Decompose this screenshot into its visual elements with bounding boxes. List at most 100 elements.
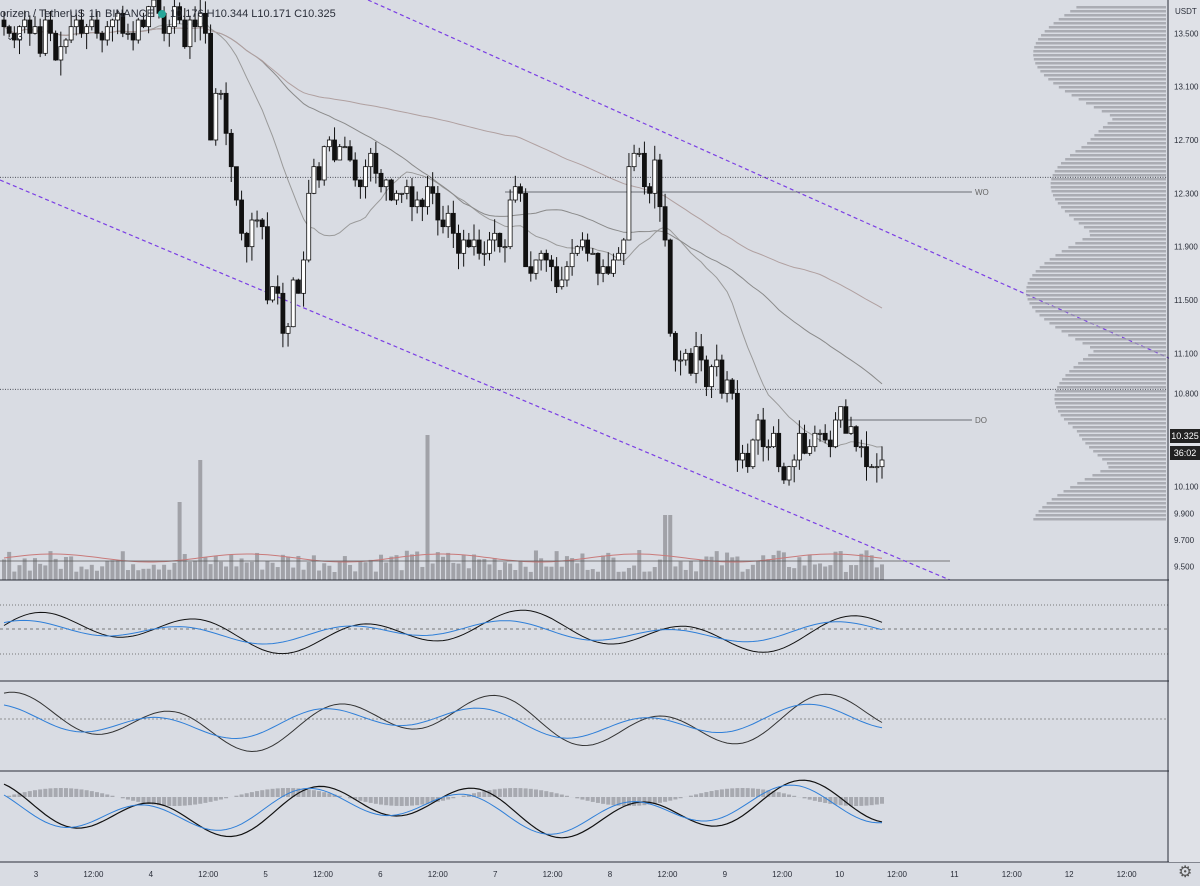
candle[interactable] [337, 144, 343, 161]
candle[interactable] [259, 217, 265, 240]
candle[interactable] [135, 17, 141, 44]
candle[interactable] [399, 192, 405, 203]
candle[interactable] [678, 350, 683, 376]
candle[interactable] [264, 212, 270, 305]
candle[interactable] [58, 31, 64, 76]
candle[interactable] [611, 253, 616, 277]
candle[interactable] [760, 407, 766, 462]
candle[interactable] [657, 153, 663, 222]
candle[interactable] [42, 9, 48, 56]
candle[interactable] [445, 205, 451, 238]
candle[interactable] [714, 344, 720, 377]
candle[interactable] [600, 259, 606, 283]
candle[interactable] [755, 413, 761, 455]
candle[interactable] [853, 425, 859, 452]
candle[interactable] [765, 439, 771, 461]
candle[interactable] [419, 198, 425, 222]
candle[interactable] [621, 237, 627, 265]
candle[interactable] [874, 453, 880, 483]
candle[interactable] [409, 178, 415, 222]
candle[interactable] [502, 239, 508, 263]
candle[interactable] [254, 210, 260, 228]
candle[interactable] [869, 463, 875, 469]
candle[interactable] [812, 425, 818, 452]
candle[interactable] [218, 89, 224, 100]
candle[interactable] [234, 166, 239, 206]
candle[interactable] [79, 9, 84, 38]
candle[interactable] [476, 229, 482, 260]
candle[interactable] [326, 136, 332, 152]
legend-collapse-toggle[interactable]: ⌄ 3 [6, 32, 23, 43]
candle[interactable] [673, 331, 678, 372]
candles[interactable] [1, 0, 885, 486]
candle[interactable] [848, 416, 854, 435]
candle[interactable] [729, 378, 735, 400]
candle[interactable] [471, 224, 477, 256]
candle[interactable] [580, 232, 585, 251]
gear-icon[interactable]: ⚙ [1178, 864, 1193, 881]
candle[interactable] [1, 12, 7, 36]
candle[interactable] [781, 462, 787, 484]
candle[interactable] [574, 245, 580, 256]
candle[interactable] [435, 185, 441, 236]
candle[interactable] [32, 16, 38, 35]
candle[interactable] [120, 5, 126, 38]
candle[interactable] [802, 424, 807, 455]
candle[interactable] [595, 252, 601, 286]
candle[interactable] [440, 205, 446, 234]
candle[interactable] [115, 9, 121, 35]
candle[interactable] [141, 12, 146, 29]
candle[interactable] [311, 158, 317, 195]
candle[interactable] [110, 18, 115, 42]
candle[interactable] [89, 12, 95, 31]
candle[interactable] [549, 255, 554, 282]
candle[interactable] [461, 229, 467, 267]
candle[interactable] [693, 331, 699, 384]
candle[interactable] [791, 454, 797, 483]
candle[interactable] [182, 8, 188, 49]
candle[interactable] [301, 251, 306, 307]
candle[interactable] [430, 172, 436, 205]
candle[interactable] [352, 152, 358, 187]
candle[interactable] [719, 354, 725, 399]
candle[interactable] [73, 13, 79, 36]
candle[interactable] [151, 0, 157, 18]
candle[interactable] [290, 277, 296, 328]
candle[interactable] [564, 261, 570, 287]
candle[interactable] [838, 406, 844, 428]
candle[interactable] [652, 145, 658, 209]
candle[interactable] [332, 127, 337, 163]
candle[interactable] [827, 430, 833, 458]
candle[interactable] [734, 380, 740, 472]
candle[interactable] [822, 424, 828, 444]
candle[interactable] [843, 399, 849, 434]
candle[interactable] [626, 153, 632, 241]
candle[interactable] [99, 30, 105, 53]
candle[interactable] [631, 144, 637, 172]
candle[interactable] [559, 266, 565, 290]
candle[interactable] [213, 88, 219, 146]
candle[interactable] [858, 439, 864, 458]
candle[interactable] [342, 136, 348, 149]
candle[interactable] [48, 11, 53, 42]
candle[interactable] [528, 251, 534, 282]
candle[interactable] [456, 224, 461, 270]
candle[interactable] [130, 21, 136, 51]
candle[interactable] [740, 444, 745, 469]
candle[interactable] [864, 431, 869, 481]
candle[interactable] [481, 241, 487, 266]
candle[interactable] [466, 232, 472, 248]
candle[interactable] [172, 0, 177, 34]
candle[interactable] [698, 334, 704, 372]
candle[interactable] [569, 239, 575, 276]
candle[interactable] [388, 178, 394, 202]
candle[interactable] [518, 183, 523, 202]
candle[interactable] [363, 159, 368, 199]
candle[interactable] [280, 282, 286, 348]
candle[interactable] [239, 190, 244, 241]
candle[interactable] [771, 426, 776, 449]
candle[interactable] [817, 429, 823, 442]
candle[interactable] [373, 141, 379, 184]
candle[interactable] [590, 248, 596, 255]
candle[interactable] [497, 232, 503, 253]
